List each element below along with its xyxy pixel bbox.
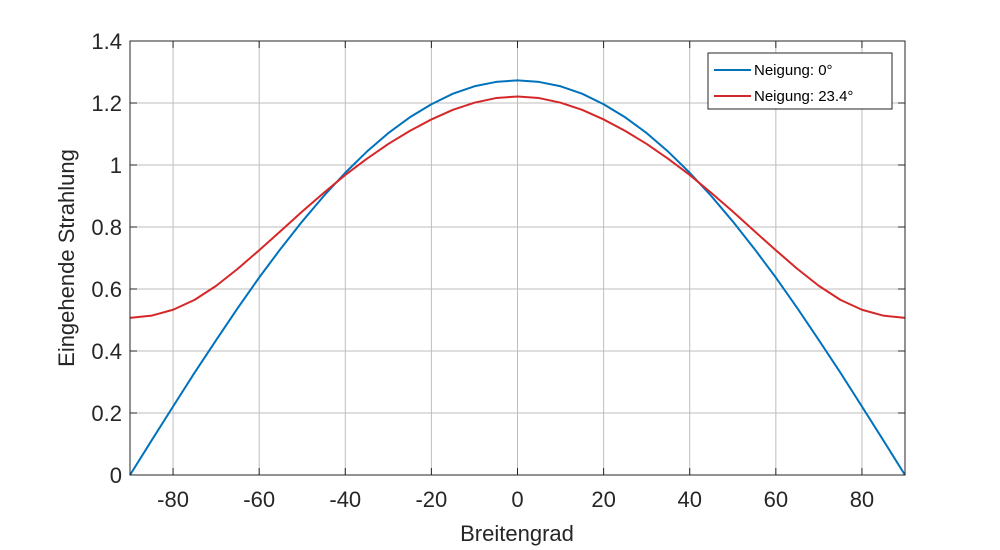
y-tick-label: 0.6 (91, 277, 122, 302)
y-tick-label: 1.4 (91, 29, 122, 54)
series-layer (129, 79, 906, 476)
y-tick-label: 1.2 (91, 91, 122, 116)
x-tick-label: -20 (415, 487, 447, 512)
x-tick-label: 60 (764, 487, 788, 512)
x-tick-label: -40 (329, 487, 361, 512)
y-tick-label: 0.4 (91, 339, 122, 364)
x-axis-label: Breitengrad (460, 521, 574, 546)
series-line-0 (129, 79, 906, 476)
legend-label-tilt-23: Neigung: 23.4° (754, 88, 853, 105)
x-tick-label: -60 (243, 487, 275, 512)
y-axis-label: Eingehende Strahlung (54, 149, 79, 367)
legend-box (707, 52, 893, 110)
x-tick-label: -80 (157, 487, 189, 512)
x-tick-label: 20 (591, 487, 615, 512)
y-tick-label: 1 (110, 153, 122, 178)
tick-labels: -80 -60 -40 -20 0 20 40 60 80 0 0.2 0.4 0.6 0.8 1 1.2 1.… (91, 29, 874, 512)
legend: Neigung: 0° Neigung: 23.4° (707, 52, 893, 110)
x-tick-label: 40 (677, 487, 701, 512)
y-tick-label: 0.8 (91, 215, 122, 240)
x-tick-label: 0 (511, 487, 523, 512)
legend-label-tilt-0: Neigung: 0° (754, 62, 833, 79)
x-tick-label: 80 (850, 487, 874, 512)
series-line-1 (129, 95, 906, 319)
ticks (130, 40, 905, 476)
y-tick-label: 0 (110, 463, 122, 488)
y-tick-label: 0.2 (91, 401, 122, 426)
